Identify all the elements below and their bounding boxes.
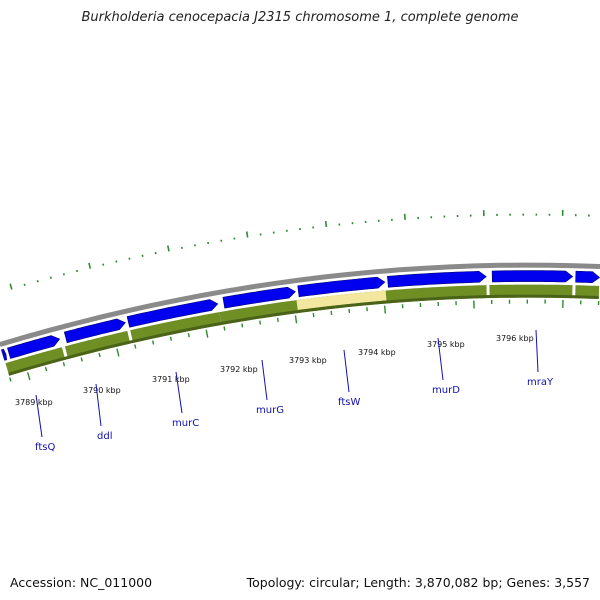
scale-label: 3789 kbp xyxy=(15,398,53,407)
gene-label-mray[interactable]: mraY xyxy=(527,377,554,388)
gene-label-ddl[interactable]: ddl xyxy=(97,431,112,442)
gene-arrow[interactable] xyxy=(297,276,386,298)
genome-summary: Topology: circular; Length: 3,870,082 bp… xyxy=(246,575,590,590)
scale-label: 3794 kbp xyxy=(358,348,396,357)
tick-mark xyxy=(383,305,387,314)
tick-mark xyxy=(169,336,173,341)
gene-leader-line xyxy=(343,349,350,393)
gene-arrow[interactable] xyxy=(575,270,600,283)
tick-mark xyxy=(116,348,120,357)
tick-mark xyxy=(88,262,92,269)
tick-mark xyxy=(9,283,13,290)
tick-mark xyxy=(151,340,155,345)
tick-mark xyxy=(26,372,31,381)
genome-title: Burkholderia cenocepacia J2315 chromosom… xyxy=(81,10,519,25)
tick-mark xyxy=(36,280,39,283)
tick-mark xyxy=(9,377,12,382)
gene-arrow[interactable] xyxy=(7,335,61,359)
tick-mark xyxy=(205,329,209,338)
tick-mark xyxy=(259,320,262,325)
scale-label: 3795 kbp xyxy=(427,340,465,349)
accession-label: Accession: NC_011000 xyxy=(10,575,153,590)
tick-mark xyxy=(324,220,328,228)
cds-band[interactable] xyxy=(64,330,131,359)
backbone-ring xyxy=(0,262,600,347)
tick-mark xyxy=(223,326,226,331)
gene-arrow[interactable] xyxy=(387,270,487,288)
gene-arrow[interactable] xyxy=(126,299,219,328)
scale-label: 3792 kbp xyxy=(220,365,258,374)
gene-label-murg[interactable]: murG xyxy=(256,405,284,416)
tick-mark xyxy=(44,367,48,372)
cds-band[interactable] xyxy=(5,347,66,376)
gene-leader-line xyxy=(437,337,444,381)
scale-label: 3791 kbp xyxy=(152,375,190,384)
tick-mark xyxy=(276,317,279,322)
tick-mark xyxy=(134,344,137,349)
band-edge xyxy=(8,294,599,376)
gene-leader-line xyxy=(95,383,102,427)
gene-label-ftsq[interactable]: ftsQ xyxy=(35,442,55,453)
tick-mark xyxy=(49,276,52,279)
gene-label-ftsw[interactable]: ftsW xyxy=(338,397,360,408)
cds-band[interactable] xyxy=(130,312,222,343)
gene-leader-line xyxy=(535,329,539,373)
gene-label-murd[interactable]: murD xyxy=(432,385,460,396)
gene-label-murc[interactable]: murC xyxy=(172,418,199,429)
tick-mark xyxy=(62,362,66,367)
tick-mark xyxy=(294,315,298,324)
tick-mark xyxy=(80,357,83,362)
tick-mark xyxy=(167,245,170,252)
gene-leader-line xyxy=(175,371,183,414)
scale-label: 3793 kbp xyxy=(289,356,327,365)
gene-arrow[interactable] xyxy=(1,348,8,361)
cds-band[interactable] xyxy=(219,300,299,325)
tick-mark xyxy=(241,323,244,328)
gene-arrow[interactable] xyxy=(222,286,296,309)
gene-leader-line xyxy=(261,359,268,401)
gene-arrow[interactable] xyxy=(491,270,574,283)
gene-arrow[interactable] xyxy=(63,318,126,344)
scale-label: 3790 kbp xyxy=(83,386,121,395)
tick-mark xyxy=(187,333,190,338)
selected-band[interactable] xyxy=(296,290,387,311)
gene-leader-line xyxy=(35,394,43,438)
tick-mark xyxy=(245,231,249,238)
tick-mark xyxy=(98,352,101,358)
scale-label: 3796 kbp xyxy=(496,334,534,343)
tick-mark xyxy=(23,283,26,286)
